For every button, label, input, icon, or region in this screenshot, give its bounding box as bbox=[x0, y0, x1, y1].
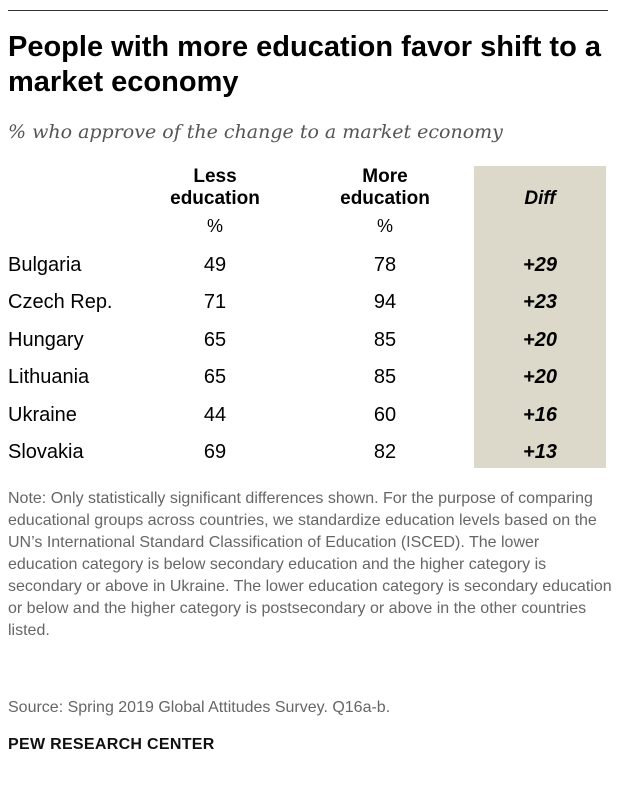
diff-value: +13 bbox=[523, 441, 557, 463]
more-education-value: 85 bbox=[373, 366, 397, 389]
diff-value: +20 bbox=[523, 328, 557, 351]
more-education-value: 78 bbox=[373, 254, 397, 276]
chart-subtitle: % who approve of the change to a market … bbox=[8, 121, 503, 143]
header-more-education: More education bbox=[340, 166, 430, 209]
less-education-value: 65 bbox=[203, 366, 227, 389]
unit-less: % bbox=[206, 216, 223, 236]
country-cell: Slovakia bbox=[8, 441, 84, 463]
table-row: Hungary 65 85 +20 bbox=[0, 322, 620, 358]
table-row: Czech Rep. 71 94 +23 bbox=[0, 284, 620, 320]
table-row: Lithuania 65 85 +20 bbox=[0, 359, 620, 395]
diff-column-background bbox=[474, 166, 606, 468]
diff-value: +23 bbox=[523, 291, 557, 314]
table-row: Bulgaria 49 78 +29 bbox=[0, 247, 620, 283]
header-diff: Diff bbox=[524, 188, 556, 209]
country-cell: Bulgaria bbox=[8, 254, 82, 276]
diff-value: +16 bbox=[523, 403, 557, 426]
source-line: Source: Spring 2019 Global Attitudes Sur… bbox=[8, 699, 391, 716]
chart-title: People with more education favor shift t… bbox=[8, 31, 601, 98]
unit-more: % bbox=[376, 216, 393, 236]
top-rule bbox=[8, 10, 608, 11]
less-education-value: 69 bbox=[203, 441, 227, 463]
more-education-value: 60 bbox=[373, 403, 397, 426]
more-education-value: 82 bbox=[373, 441, 397, 463]
brand-logo-text: PEW RESEARCH CENTER bbox=[8, 736, 215, 753]
diff-value: +20 bbox=[523, 366, 557, 389]
less-education-value: 71 bbox=[203, 291, 227, 314]
table-row: Ukraine 44 60 +16 bbox=[0, 397, 620, 433]
table-row: Slovakia 69 82 +13 bbox=[0, 434, 620, 470]
country-cell: Ukraine bbox=[8, 403, 77, 426]
less-education-value: 49 bbox=[203, 254, 227, 276]
diff-value: +29 bbox=[523, 254, 557, 276]
more-education-value: 94 bbox=[373, 291, 397, 314]
country-cell: Hungary bbox=[8, 328, 84, 351]
more-education-value: 85 bbox=[373, 328, 397, 351]
less-education-value: 65 bbox=[203, 328, 227, 351]
country-cell: Lithuania bbox=[8, 366, 90, 389]
footnote: Note: Only statistically significant dif… bbox=[8, 490, 612, 639]
header-less-education: Less education bbox=[170, 166, 260, 209]
country-cell: Czech Rep. bbox=[8, 291, 113, 314]
less-education-value: 44 bbox=[203, 403, 227, 426]
